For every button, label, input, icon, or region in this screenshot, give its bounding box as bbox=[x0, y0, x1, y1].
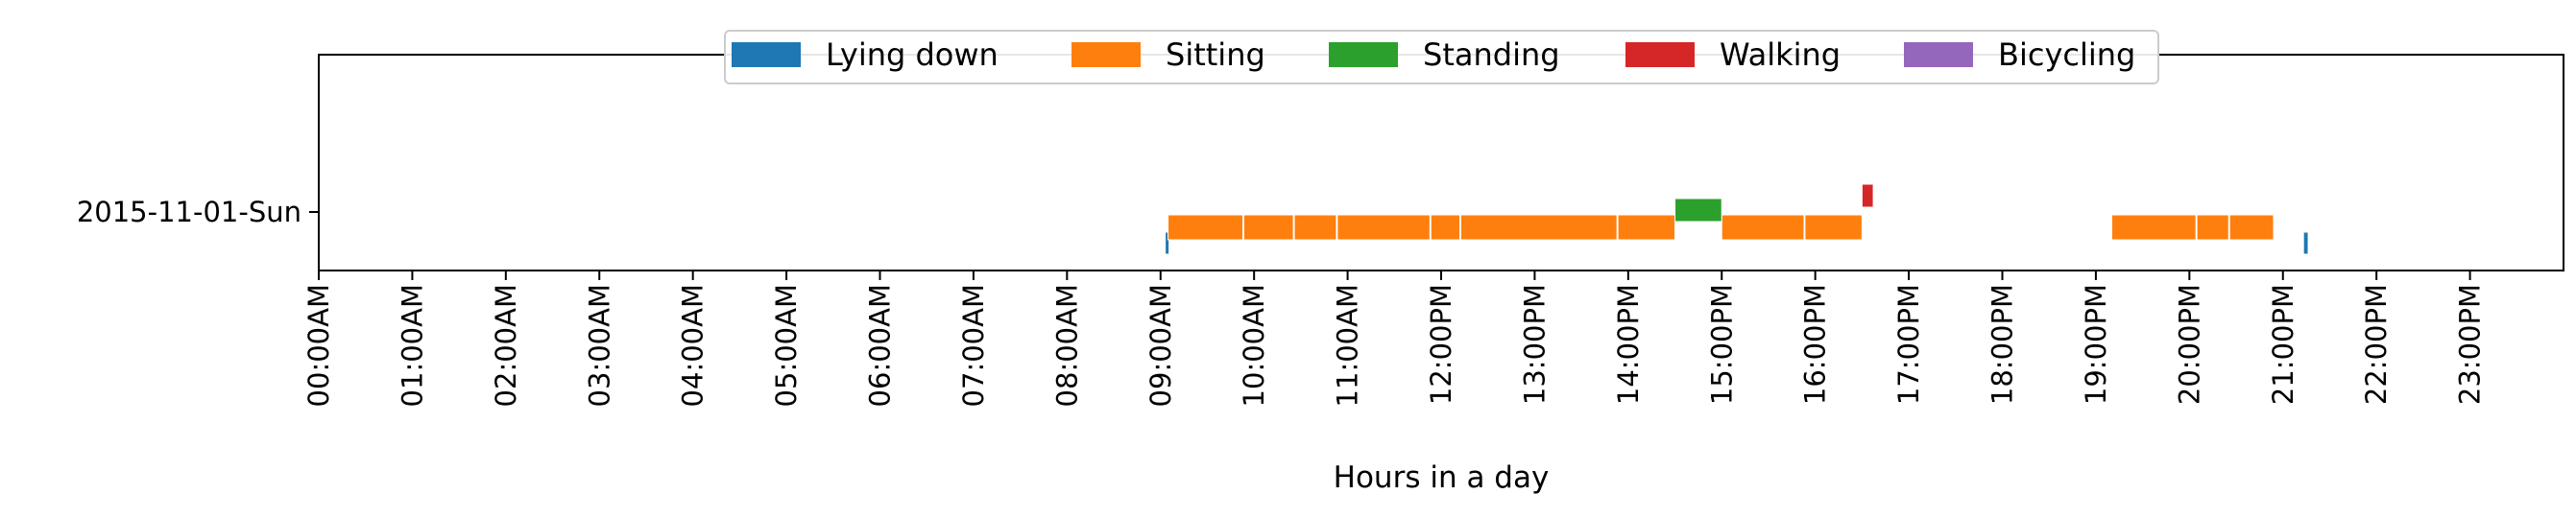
x-tick-label: 23:00PM bbox=[2454, 284, 2487, 405]
legend: Lying down Sitting Standing Walking Bicyclin… bbox=[724, 30, 2159, 84]
legend-swatch-lying-down bbox=[732, 42, 801, 67]
bar-sitting-7 bbox=[1721, 214, 1805, 241]
bar-sitting-1 bbox=[1242, 214, 1294, 241]
legend-swatch-standing bbox=[1329, 42, 1398, 67]
y-axis: 2015-11-01-Sun bbox=[77, 196, 319, 228]
bar-sitting-11 bbox=[2228, 214, 2275, 241]
x-tick-label: 09:00AM bbox=[1144, 284, 1177, 407]
x-tick-label: 10:00AM bbox=[1238, 284, 1270, 407]
bar-sitting-2 bbox=[1293, 214, 1337, 241]
x-tick-label: 20:00PM bbox=[2173, 284, 2205, 405]
legend-swatch-bicycling bbox=[1904, 42, 1973, 67]
bar-sitting-3 bbox=[1336, 214, 1431, 241]
bar-walking-0 bbox=[1861, 183, 1874, 208]
x-tick-label: 02:00AM bbox=[490, 284, 522, 407]
x-tick-label: 01:00AM bbox=[396, 284, 428, 407]
x-tick-label: 12:00PM bbox=[1425, 284, 1457, 405]
bar-lying-down-1 bbox=[2302, 231, 2309, 255]
x-tick-label: 22:00PM bbox=[2360, 284, 2393, 405]
legend-label-sitting: Sitting bbox=[1166, 36, 1265, 73]
bar-sitting-10 bbox=[2196, 214, 2229, 241]
bar-sitting-9 bbox=[2110, 214, 2197, 241]
legend-swatch-walking bbox=[1625, 42, 1695, 67]
x-tick-label: 19:00PM bbox=[2080, 284, 2112, 405]
bar-standing-0 bbox=[1674, 198, 1722, 223]
x-tick-label: 16:00PM bbox=[1799, 284, 1832, 405]
x-tick-label: 14:00PM bbox=[1612, 284, 1645, 405]
legend-label-lying-down: Lying down bbox=[826, 36, 999, 73]
bar-sitting-8 bbox=[1804, 214, 1863, 241]
x-tick-label: 00:00AM bbox=[302, 284, 335, 407]
x-tick-label: 03:00AM bbox=[583, 284, 615, 407]
bar-sitting-0 bbox=[1168, 214, 1243, 241]
x-tick-label: 06:00AM bbox=[864, 284, 897, 407]
x-axis-title: Hours in a day bbox=[1334, 460, 1550, 495]
bar-lying-down-0 bbox=[1165, 231, 1170, 255]
x-tick-label: 21:00PM bbox=[2267, 284, 2299, 405]
bar-sitting-5 bbox=[1459, 214, 1618, 241]
x-axis: 00:00AM 01:00AM 02:00AM 03:00AM 04:00AM 05:00… bbox=[302, 271, 2487, 407]
bar-sitting-6 bbox=[1617, 214, 1676, 241]
x-tick-label: 18:00PM bbox=[1986, 284, 2019, 405]
legend-swatch-sitting bbox=[1071, 42, 1141, 67]
x-tick-label: 05:00AM bbox=[770, 284, 803, 407]
x-tick-label: 17:00PM bbox=[1892, 284, 1925, 405]
legend-label-standing: Standing bbox=[1423, 36, 1560, 73]
x-tick-label: 04:00AM bbox=[677, 284, 710, 407]
x-tick-label: 13:00PM bbox=[1518, 284, 1551, 405]
x-tick-label: 15:00PM bbox=[1705, 284, 1738, 405]
activity-bars bbox=[1165, 183, 2309, 255]
x-tick-label: 07:00AM bbox=[957, 284, 990, 407]
bar-sitting-4 bbox=[1430, 214, 1460, 241]
x-tick-label: 11:00AM bbox=[1332, 284, 1364, 407]
x-tick-label: 08:00AM bbox=[1050, 284, 1083, 407]
y-tick-label: 2015-11-01-Sun bbox=[77, 196, 301, 228]
legend-label-walking: Walking bbox=[1720, 36, 1841, 73]
legend-label-bicycling: Bicycling bbox=[1998, 36, 2135, 73]
